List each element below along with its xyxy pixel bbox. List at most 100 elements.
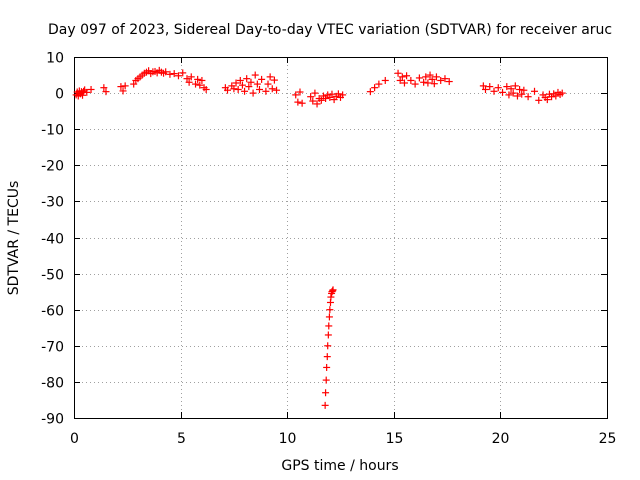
data-point <box>273 86 281 94</box>
data-point <box>400 79 408 87</box>
data-point <box>513 92 521 100</box>
data-point <box>117 83 125 91</box>
data-point <box>543 96 551 104</box>
data-point <box>236 76 244 84</box>
data-point <box>445 78 453 86</box>
x-tick-label: 10 <box>279 431 297 447</box>
data-point <box>322 389 330 397</box>
data-point <box>432 73 440 81</box>
data-point <box>415 74 423 82</box>
data-point <box>381 76 389 84</box>
data-point <box>398 73 406 81</box>
data-point <box>130 80 138 88</box>
data-point <box>552 92 560 100</box>
data-point <box>505 91 513 99</box>
data-point <box>329 286 337 294</box>
data-point <box>264 80 272 88</box>
data-point <box>371 84 379 92</box>
data-point <box>202 85 210 93</box>
data-point <box>100 84 108 92</box>
data-point <box>230 85 238 93</box>
data-point <box>298 99 306 107</box>
data-point <box>535 96 543 104</box>
data-point <box>266 73 274 81</box>
data-point <box>479 82 487 90</box>
data-point <box>245 83 253 91</box>
data-point <box>247 78 255 86</box>
data-point <box>187 73 195 81</box>
data-point <box>258 75 266 83</box>
data-point <box>238 81 246 89</box>
data-point <box>253 80 261 88</box>
data-point <box>323 353 331 361</box>
data-point <box>507 85 515 93</box>
data-point <box>234 85 242 93</box>
y-tick-label: -40 <box>41 232 64 248</box>
data-point <box>411 80 419 88</box>
data-point <box>249 89 257 97</box>
data-point <box>196 81 204 89</box>
data-point <box>327 293 335 301</box>
data-point <box>430 80 438 88</box>
data-point <box>503 83 511 91</box>
data-point <box>192 80 200 88</box>
data-point <box>251 71 259 79</box>
data-point <box>270 76 278 84</box>
data-point <box>422 73 430 81</box>
data-point <box>170 70 178 78</box>
data-point <box>499 88 507 96</box>
data-point <box>325 313 333 321</box>
y-tick-label: -50 <box>41 268 64 284</box>
data-point <box>262 87 270 95</box>
data-point <box>325 322 333 330</box>
x-tick-label: 0 <box>70 431 79 447</box>
data-point <box>102 88 110 96</box>
y-tick-label: -30 <box>41 195 64 211</box>
data-point <box>87 85 95 93</box>
data-point <box>328 90 336 98</box>
data-point <box>292 91 300 99</box>
data-point <box>518 90 526 98</box>
data-point <box>241 87 249 95</box>
data-point <box>396 76 404 84</box>
x-tick-label: 20 <box>492 431 510 447</box>
data-point <box>119 87 127 95</box>
data-point <box>324 342 332 350</box>
y-tick-label: -10 <box>41 123 64 139</box>
data-point <box>437 76 445 84</box>
y-tick-label: -20 <box>41 159 64 175</box>
data-point <box>185 78 193 86</box>
data-point <box>321 401 329 409</box>
data-point <box>326 306 334 314</box>
data-point <box>268 85 276 93</box>
x-axis-label: GPS time / hours <box>281 458 398 474</box>
y-tick-label: -90 <box>41 412 64 428</box>
grid <box>74 57 607 418</box>
data-point <box>486 83 494 91</box>
data-point <box>403 72 411 80</box>
data-point <box>490 87 498 95</box>
data-point <box>481 85 489 93</box>
data-point <box>224 86 232 94</box>
data-point <box>334 90 342 98</box>
data-point <box>313 100 321 108</box>
y-tick-label: -80 <box>41 376 64 392</box>
data-point <box>232 79 240 87</box>
data-point <box>83 88 91 96</box>
data-point <box>309 97 317 105</box>
data-point <box>323 363 331 371</box>
data-point <box>426 71 434 79</box>
data-point <box>531 87 539 95</box>
data-point <box>509 89 517 97</box>
y-tick-label: -70 <box>41 340 64 356</box>
y-tick-label: 10 <box>46 51 64 67</box>
data-point <box>294 98 302 106</box>
data-point <box>424 79 432 87</box>
data-point <box>558 89 566 97</box>
data-point <box>174 72 182 80</box>
data-point <box>243 75 251 83</box>
data-point <box>296 88 304 96</box>
data-point <box>428 75 436 83</box>
